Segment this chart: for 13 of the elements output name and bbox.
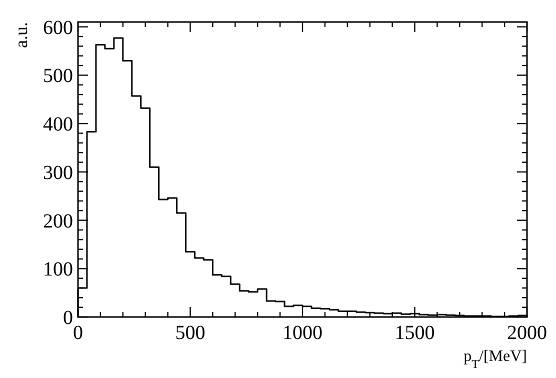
y-tick-label: 600 (43, 16, 73, 39)
x-tick-label: 1000 (282, 322, 322, 344)
y-tick-label: 0 (63, 307, 73, 329)
x-tick-label: 2000 (507, 322, 547, 344)
x-tick-label: 1500 (394, 322, 435, 344)
y-tick-label: 200 (43, 210, 73, 232)
y-tick-label: 300 (43, 162, 73, 184)
x-axis-title: p$_{T}$/[MeV] (464, 348, 527, 371)
y-tick-label: 100 (43, 258, 73, 281)
y-tick-label: 500 (43, 65, 73, 88)
y-axis-title: a.u. (11, 22, 31, 48)
y-tick-label: 400 (43, 114, 73, 136)
x-tick-label: 500 (175, 322, 206, 344)
